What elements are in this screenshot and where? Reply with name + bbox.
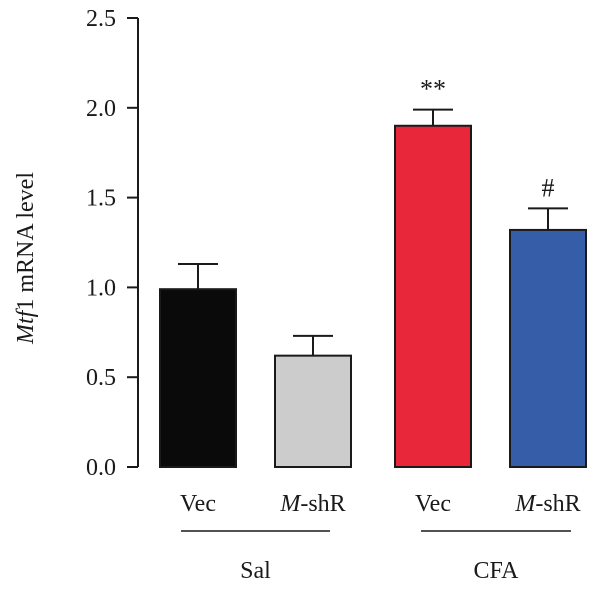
y-tick-label: 0.5 [86,365,116,391]
y-tick-label: 2.5 [86,6,116,32]
x-category-label: M-shR [279,491,345,517]
x-category-label: Vec [415,491,451,517]
bar [159,288,237,469]
y-axis-label: Mtf1 mRNA level [13,172,39,345]
x-group-label: CFA [474,558,520,584]
x-category-label: M-shR [514,491,580,517]
significance-annotation: ** [420,75,446,104]
y-label-rest: 1 mRNA level [13,172,39,311]
bars: ** # [159,75,587,469]
y-label-italic: Mtf [13,307,39,345]
y-tick-label: 2.0 [86,96,116,122]
x-group-label: Sal [240,558,271,584]
significance-annotation: # [542,173,555,202]
y-tick-label: 1.5 [86,186,116,212]
bar [394,124,472,468]
y-tick-label: 0.0 [86,455,116,481]
bar [274,354,352,469]
x-category-label: Vec [180,491,216,517]
x-axis-labels: Vec M-shR Vec M-shR Sal CFA [180,491,581,584]
bar [509,228,587,468]
y-tick-label: 1.0 [86,275,116,301]
y-axis: 0.0 0.5 1.0 1.5 2.0 2.5 [86,6,139,481]
